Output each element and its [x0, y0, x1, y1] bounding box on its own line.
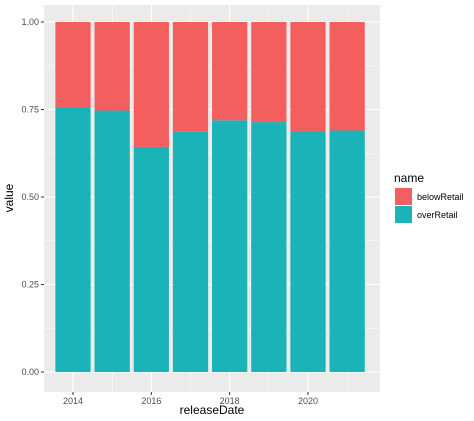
- bar-belowRetail-2021: [329, 22, 365, 131]
- bar-overRetail-2021: [329, 130, 365, 372]
- bar-overRetail-2016: [133, 146, 169, 372]
- y-tick-label: 0.00: [21, 367, 39, 377]
- legend-label: belowRetail: [417, 192, 464, 202]
- bar-overRetail-2020: [290, 131, 326, 372]
- y-tick-label: 0.50: [21, 192, 39, 202]
- y-tick-label: 0.25: [21, 280, 39, 290]
- bar-belowRetail-2015: [94, 22, 130, 111]
- bar-belowRetail-2017: [172, 22, 209, 132]
- legend: name belowRetail overRetail: [394, 171, 464, 223]
- bar-overRetail-2019: [251, 122, 287, 372]
- y-tick-label: 0.75: [21, 105, 39, 115]
- bar-overRetail-2015: [94, 110, 130, 373]
- bar-overRetail-2018: [212, 120, 248, 372]
- bar-group: [55, 22, 365, 373]
- x-tick-label: 2014: [63, 396, 83, 406]
- x-tick-label: 2018: [220, 396, 240, 406]
- bar-belowRetail-2020: [290, 22, 326, 132]
- legend-key-belowRetail: [395, 188, 412, 205]
- x-axis: 2014 2016 2018 2020: [63, 392, 318, 406]
- bar-overRetail-2014: [55, 107, 91, 373]
- bar-belowRetail-2018: [212, 22, 248, 121]
- x-tick-label: 2020: [298, 396, 318, 406]
- y-tick-label: 1.00: [21, 17, 39, 27]
- x-tick-label: 2016: [141, 396, 161, 406]
- x-axis-title: releaseDate: [180, 403, 245, 417]
- bar-belowRetail-2014: [55, 22, 91, 108]
- legend-title: name: [394, 171, 424, 185]
- bar-belowRetail-2019: [251, 22, 287, 123]
- bar-belowRetail-2016: [133, 22, 169, 147]
- legend-label: overRetail: [417, 210, 458, 220]
- bar-overRetail-2017: [172, 131, 209, 372]
- legend-key-overRetail: [395, 206, 412, 223]
- y-axis: 0.00 0.25 0.50 0.75 1.00: [21, 17, 44, 377]
- y-axis-title: value: [2, 183, 16, 212]
